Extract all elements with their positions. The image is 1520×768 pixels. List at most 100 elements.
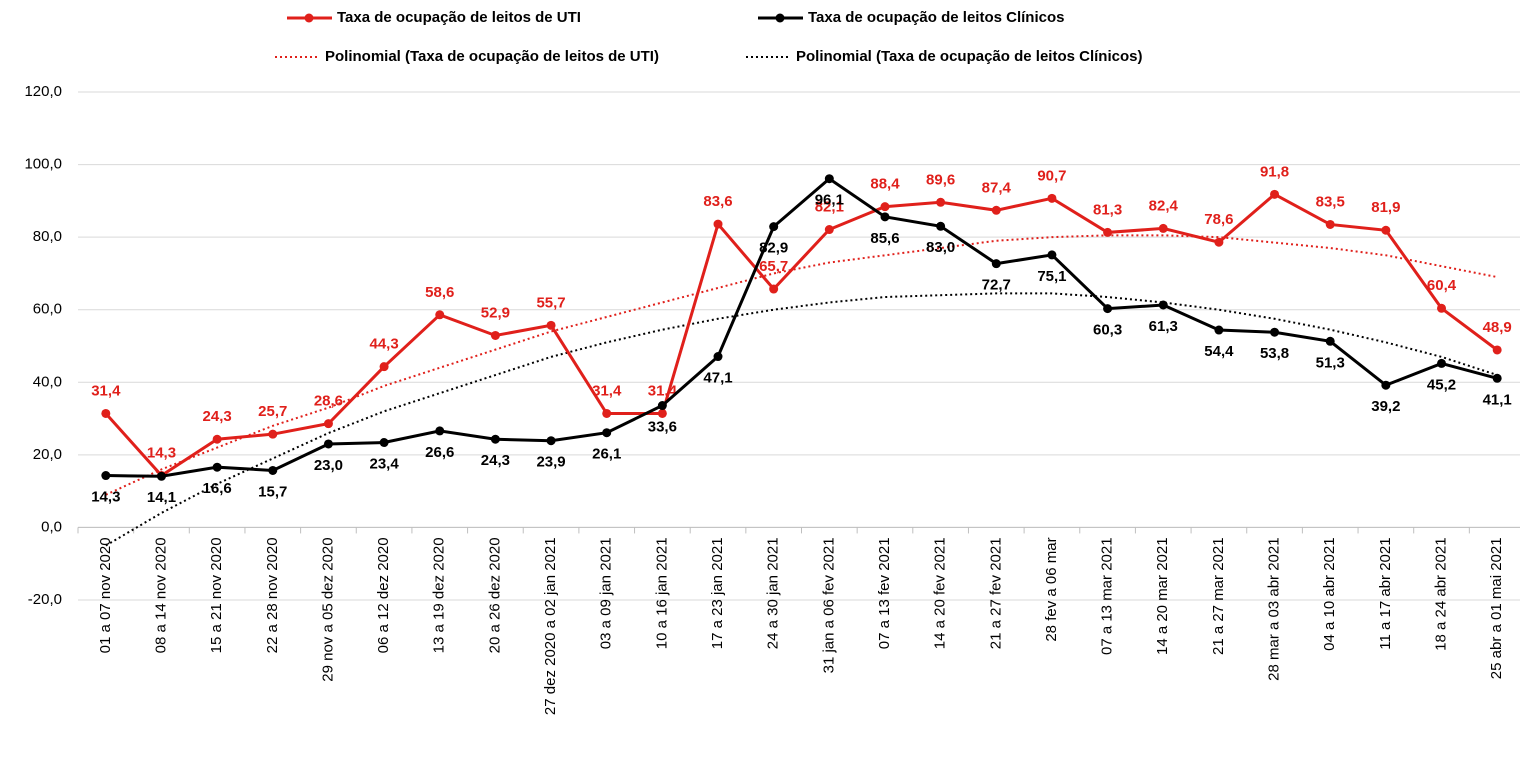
data-point <box>212 462 222 472</box>
data-point <box>880 202 890 212</box>
data-label: 96,1 <box>815 192 844 209</box>
x-tick-label: 06 a 12 dez 2020 <box>375 537 392 653</box>
data-point <box>1492 373 1502 383</box>
data-point <box>490 330 500 340</box>
data-label: 72,7 <box>982 277 1011 294</box>
x-tick-label: 28 mar a 03 abr 2021 <box>1266 537 1283 680</box>
x-tick-label: 31 jan a 06 fev 2021 <box>820 537 837 673</box>
data-point <box>713 219 723 229</box>
data-label: 45,2 <box>1427 376 1456 393</box>
data-point <box>268 465 278 475</box>
data-point <box>435 426 445 436</box>
series-line <box>104 192 1499 478</box>
legend-marker <box>775 13 785 23</box>
data-point <box>546 436 556 446</box>
data-label: 48,9 <box>1483 319 1512 336</box>
data-point <box>769 284 779 294</box>
data-label: 52,9 <box>481 304 510 321</box>
data-point <box>1214 325 1224 335</box>
data-label: 24,3 <box>203 408 232 425</box>
data-point <box>713 352 723 362</box>
data-label: 90,7 <box>1037 167 1066 184</box>
data-label: 89,6 <box>926 171 955 188</box>
data-point <box>991 259 1001 269</box>
trend-line <box>105 234 1498 496</box>
y-tick-label: 100,0 <box>24 156 62 173</box>
data-label: 33,6 <box>648 418 677 435</box>
data-point <box>1047 193 1057 203</box>
data-point <box>824 225 834 235</box>
data-point <box>1270 189 1280 199</box>
data-point <box>1103 304 1113 314</box>
x-tick-label: 27 dez 2020 a 02 jan 2021 <box>542 537 559 715</box>
x-tick-label: 08 a 14 nov 2020 <box>152 537 169 653</box>
data-point <box>323 439 333 449</box>
data-label: 14,1 <box>147 489 176 506</box>
data-point <box>156 471 166 481</box>
data-point <box>379 362 389 372</box>
data-label: 23,9 <box>536 454 565 471</box>
data-label: 75,1 <box>1037 268 1066 285</box>
data-label: 14,3 <box>91 489 120 506</box>
data-label: 14,3 <box>147 445 176 462</box>
data-label: 24,3 <box>481 452 510 469</box>
y-tick-label: 20,0 <box>33 446 62 463</box>
data-label: 28,6 <box>314 393 343 410</box>
y-tick-label: 80,0 <box>33 228 62 245</box>
data-point <box>880 212 890 222</box>
data-label: 83,5 <box>1316 193 1345 210</box>
data-point <box>323 419 333 429</box>
data-point <box>1325 219 1335 229</box>
x-tick-label: 17 a 23 jan 2021 <box>709 537 726 649</box>
x-tick-label: 29 nov a 05 dez 2020 <box>319 537 336 681</box>
data-point <box>1158 223 1168 233</box>
data-point <box>602 428 612 438</box>
data-label: 25,7 <box>258 403 287 420</box>
data-point <box>602 408 612 418</box>
data-label: 53,8 <box>1260 345 1289 362</box>
data-point <box>1381 225 1391 235</box>
data-point <box>824 174 834 184</box>
data-label: 31,4 <box>592 382 622 399</box>
x-tick-label: 15 a 21 nov 2020 <box>208 537 225 653</box>
data-label: 41,1 <box>1483 391 1512 408</box>
x-tick-label: 10 a 16 jan 2021 <box>653 537 670 649</box>
data-label: 83,6 <box>703 193 732 210</box>
data-label: 60,4 <box>1427 277 1457 294</box>
data-point <box>101 408 111 418</box>
data-label: 60,3 <box>1093 322 1122 339</box>
legend-label: Polinomial (Taxa de ocupação de leitos d… <box>325 48 659 65</box>
data-point <box>1270 327 1280 337</box>
data-label: 44,3 <box>369 336 398 353</box>
data-point <box>1437 358 1447 368</box>
data-point <box>936 197 946 207</box>
data-label: 82,9 <box>759 240 788 257</box>
data-label: 91,8 <box>1260 163 1289 180</box>
data-point <box>991 205 1001 215</box>
data-label: 26,1 <box>592 446 621 463</box>
data-label: 85,6 <box>870 230 899 247</box>
data-label: 23,0 <box>314 457 343 474</box>
legend-label: Polinomial (Taxa de ocupação de leitos C… <box>796 48 1142 65</box>
y-tick-label: -20,0 <box>28 591 62 608</box>
data-label: 83,0 <box>926 239 955 256</box>
data-point <box>268 429 278 439</box>
y-tick-label: 40,0 <box>33 373 62 390</box>
x-tick-label: 18 a 24 abr 2021 <box>1432 537 1449 650</box>
x-tick-label: 13 a 19 dez 2020 <box>431 537 448 653</box>
data-label: 58,6 <box>425 284 454 301</box>
y-tick-label: 120,0 <box>24 83 62 100</box>
data-point <box>435 310 445 320</box>
data-point <box>936 221 946 231</box>
legend-label: Taxa de ocupação de leitos de UTI <box>337 9 581 26</box>
legend-marker <box>304 13 314 23</box>
data-point <box>1325 336 1335 346</box>
data-point <box>657 401 667 411</box>
data-point <box>1158 300 1168 310</box>
data-point <box>101 471 111 481</box>
data-point <box>769 222 779 232</box>
data-label: 31,4 <box>91 382 121 399</box>
data-label: 82,1 <box>815 198 844 215</box>
data-label: 81,9 <box>1371 199 1400 216</box>
